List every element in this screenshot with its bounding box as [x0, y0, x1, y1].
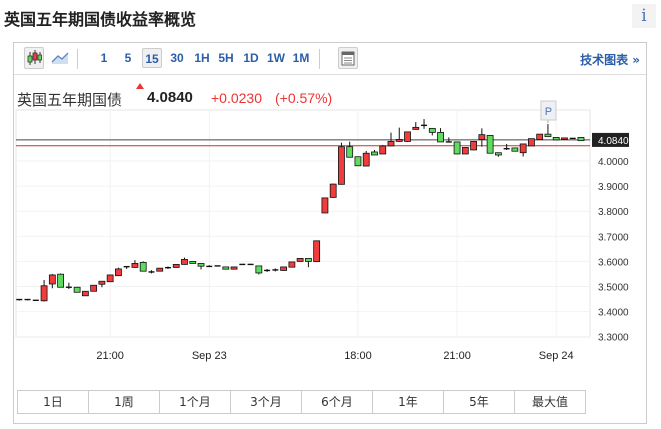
chart-toolbar: 1 5 15 30 1H 5H 1D 1W 1M 技术图表 »	[14, 43, 646, 75]
page-title: 英国五年期国债收益率概览	[4, 10, 197, 29]
interval-1d[interactable]: 1D	[243, 51, 259, 65]
info-icon[interactable]: i	[632, 4, 656, 28]
line-chart-icon[interactable]	[50, 47, 70, 69]
toolbar-divider	[77, 49, 78, 69]
range-1y[interactable]: 1年	[373, 391, 444, 413]
interval-15[interactable]: 15	[142, 48, 162, 68]
interval-30[interactable]: 30	[170, 51, 184, 65]
last-price: 4.0840	[147, 89, 193, 106]
interval-5[interactable]: 5	[124, 51, 132, 65]
instrument-name: 英国五年期国债	[17, 91, 123, 109]
candlestick-icon[interactable]	[24, 47, 44, 69]
interval-1w[interactable]: 1W	[267, 51, 285, 65]
range-1w[interactable]: 1周	[89, 391, 160, 413]
range-5y[interactable]: 5年	[444, 391, 515, 413]
price-change: +0.0230	[211, 90, 262, 106]
interval-1[interactable]: 1	[100, 51, 108, 65]
range-6m[interactable]: 6个月	[302, 391, 373, 413]
range-3m[interactable]: 3个月	[231, 391, 302, 413]
table-icon[interactable]	[338, 47, 358, 69]
toolbar-divider	[319, 49, 320, 69]
range-max[interactable]: 最大值	[531, 395, 568, 409]
technical-chart-link[interactable]: 技术图表 »	[580, 53, 640, 67]
range-selector: 1日 1周 1个月 3个月 6个月 1年 5年 最大值	[17, 390, 586, 414]
price-change-percent: (+0.57%)	[275, 90, 333, 106]
interval-5h[interactable]: 5H	[218, 51, 234, 65]
chart-panel: 1 5 15 30 1H 5H 1D 1W 1M 技术图表 » 英国五年期国债 …	[13, 42, 647, 424]
range-1d[interactable]: 1日	[18, 391, 89, 413]
up-arrow-icon	[136, 83, 144, 89]
interval-1h[interactable]: 1H	[194, 51, 210, 65]
range-1m[interactable]: 1个月	[160, 391, 231, 413]
interval-1m[interactable]: 1M	[292, 51, 310, 65]
